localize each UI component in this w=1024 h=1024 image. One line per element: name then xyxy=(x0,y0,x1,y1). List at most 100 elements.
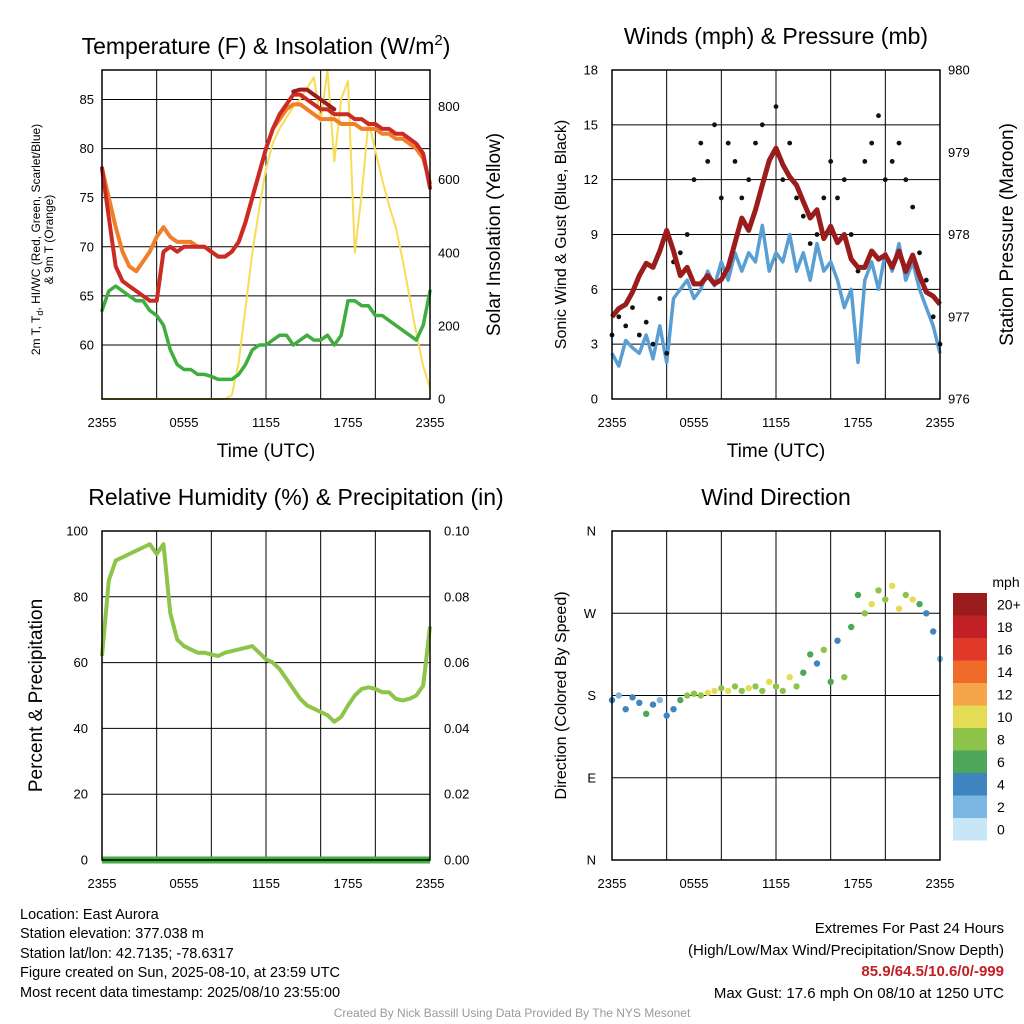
temp-y2label: Solar Insolation (Yellow) xyxy=(484,133,505,336)
dir-point xyxy=(649,701,657,708)
wind-xtick-label: 2355 xyxy=(598,415,627,430)
wind-gust-point xyxy=(664,350,670,356)
temp-ytick-label: 60 xyxy=(80,337,94,352)
rh-frame xyxy=(101,530,431,861)
rh-xtick-label: 0555 xyxy=(170,876,199,891)
temp-xtick-label: 1755 xyxy=(334,415,363,430)
wind-gust-point xyxy=(869,140,875,146)
dir-point xyxy=(848,623,855,631)
rh-y2tick-label: 0.00 xyxy=(444,853,469,868)
dir-point xyxy=(772,683,780,690)
colorbar-swatch xyxy=(953,705,987,728)
wind-gust-point xyxy=(759,122,765,128)
temp-ytick-label: 75 xyxy=(80,190,94,205)
wind-gust-point xyxy=(739,195,745,201)
wind-gust-point xyxy=(718,195,724,201)
extremes-values: 85.9/64.5/10.6/0/-999 xyxy=(861,963,1004,980)
dir-point xyxy=(861,610,868,617)
rh-ytick-label: 60 xyxy=(74,655,88,670)
dir-ytick-label: W xyxy=(584,606,597,621)
colorbar-label: 0 xyxy=(997,821,1005,837)
wind-xtick-label: 1755 xyxy=(844,415,873,430)
wind-gust-point xyxy=(684,232,690,237)
colorbar-label: 2 xyxy=(997,799,1005,815)
temp-y2tick-label: 800 xyxy=(438,99,460,114)
wind-gust-point xyxy=(917,250,922,256)
rh-xtick-label: 1155 xyxy=(252,876,280,891)
dir-point xyxy=(718,685,725,692)
wind-frame xyxy=(611,69,941,400)
wind-gust-point xyxy=(677,250,683,256)
colorbar-swatch xyxy=(953,660,987,683)
rh-y2tick-label: 0.04 xyxy=(444,721,469,736)
created-text: Figure created on Sun, 2025-08-10, at 23… xyxy=(20,965,340,982)
dir-xtick-label: 1755 xyxy=(844,876,873,891)
dir-point xyxy=(902,591,909,599)
wind-gust-point xyxy=(923,277,929,283)
wind-gust-point xyxy=(821,195,827,201)
wind-gust-point xyxy=(910,204,916,210)
wind-gust-point xyxy=(630,305,635,310)
credit-text: Created By Nick Bassill Using Data Provi… xyxy=(333,1006,691,1020)
dir-point xyxy=(786,674,793,681)
elevation-text: Station elevation: 377.038 m xyxy=(20,926,204,943)
rh-y2tick-label: 0.06 xyxy=(444,655,469,670)
extremes-info: Extremes For Past 24 Hours (High/Low/Max… xyxy=(688,918,1004,1004)
dir-point xyxy=(834,637,841,644)
rh-ylabel: Percent & Precipitation xyxy=(26,599,47,792)
wind-ytick-label: 9 xyxy=(591,227,598,242)
rh-xtick-label: 2355 xyxy=(88,876,117,891)
extremes-title: Extremes For Past 24 Hours xyxy=(814,920,1004,937)
dir-point xyxy=(759,687,766,695)
dir-point xyxy=(725,687,732,695)
colorbar-label: 4 xyxy=(997,776,1005,792)
rh-y2tick-label: 0.08 xyxy=(444,589,469,604)
temp-ytick-label: 85 xyxy=(80,92,94,107)
temp-ylabel: 2m T, Td, HI/WC (Red, Green, Scarlet/Blu… xyxy=(29,124,56,355)
dir-xtick-label: 1155 xyxy=(762,876,790,891)
wind-y2tick-label: 977 xyxy=(948,309,970,324)
rh-ytick-label: 20 xyxy=(74,787,88,802)
temp-ylabel-line1: 2m T, Td, HI/WC (Red, Green, Scarlet/Blu… xyxy=(29,124,45,355)
dir-point xyxy=(807,651,814,658)
colorbar-swatch xyxy=(953,750,987,773)
temp-y2tick-label: 600 xyxy=(438,172,460,187)
wind-xlabel: Time (UTC) xyxy=(727,441,826,462)
temp-xtick-label: 2355 xyxy=(88,415,117,430)
dir-point xyxy=(677,696,684,704)
dir-ytick-label: N xyxy=(587,524,596,539)
wind-gust-point xyxy=(876,113,881,119)
dir-point xyxy=(670,706,677,713)
temp-y2tick-label: 400 xyxy=(438,245,460,260)
timestamp-text: Most recent data timestamp: 2025/08/10 2… xyxy=(20,984,341,1001)
colorbar-title: mph xyxy=(992,574,1019,590)
dir-point xyxy=(909,596,916,603)
temp-ytick-label: 70 xyxy=(80,239,94,254)
colorbar-swatch xyxy=(953,795,987,818)
latlon-text: Station lat/lon: 42.7135; -78.6317 xyxy=(20,945,234,962)
dir-title: Wind Direction xyxy=(701,484,851,510)
rh-y2tick-label: 0.10 xyxy=(444,524,469,539)
wind-gust-point xyxy=(650,341,656,347)
temp-y2tick-label: 200 xyxy=(438,318,460,333)
dir-point xyxy=(875,587,882,594)
dir-point xyxy=(800,669,807,676)
extremes-subtitle: (High/Low/Max Wind/Precipitation/Snow De… xyxy=(688,941,1004,959)
wind-series-station-pressure xyxy=(610,145,942,319)
dir-ytick-label: S xyxy=(587,688,596,703)
rh-xtick-label: 2355 xyxy=(416,876,445,891)
dir-point xyxy=(697,692,704,699)
rh-ytick-label: 40 xyxy=(74,721,88,736)
dir-point xyxy=(930,628,937,635)
dir-xtick-label: 2355 xyxy=(926,876,955,891)
colorbar-swatch xyxy=(953,773,987,796)
wind-xtick-label: 1155 xyxy=(762,415,790,430)
wind-gust-point xyxy=(773,104,779,109)
wind-xtick-label: 0555 xyxy=(680,415,709,430)
dir-point xyxy=(820,646,827,653)
dir-point xyxy=(643,710,650,717)
dir-xtick-label: 0555 xyxy=(680,876,709,891)
wind-gust-point xyxy=(814,232,820,237)
wind-gust-point xyxy=(800,213,806,219)
